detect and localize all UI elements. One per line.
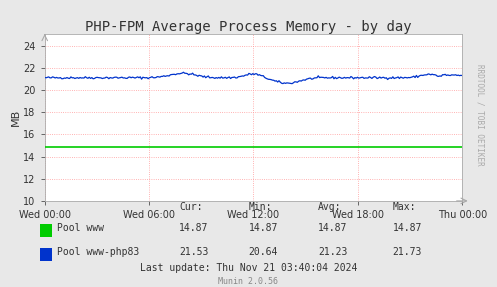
Text: PHP-FPM Average Process Memory - by day: PHP-FPM Average Process Memory - by day xyxy=(85,20,412,34)
Text: Pool www: Pool www xyxy=(57,223,104,233)
Text: Avg:: Avg: xyxy=(318,201,341,212)
Text: RRDTOOL / TOBI OETIKER: RRDTOOL / TOBI OETIKER xyxy=(476,64,485,166)
Text: Max:: Max: xyxy=(393,201,416,212)
Text: 14.87: 14.87 xyxy=(393,223,422,233)
Text: Last update: Thu Nov 21 03:40:04 2024: Last update: Thu Nov 21 03:40:04 2024 xyxy=(140,263,357,273)
Text: 21.73: 21.73 xyxy=(393,247,422,257)
Text: 14.87: 14.87 xyxy=(248,223,278,233)
Text: Munin 2.0.56: Munin 2.0.56 xyxy=(219,277,278,286)
Y-axis label: MB: MB xyxy=(10,109,20,126)
Text: 14.87: 14.87 xyxy=(318,223,347,233)
Text: 14.87: 14.87 xyxy=(179,223,208,233)
Text: Cur:: Cur: xyxy=(179,201,202,212)
Text: Pool www-php83: Pool www-php83 xyxy=(57,247,139,257)
Text: 21.23: 21.23 xyxy=(318,247,347,257)
Text: 21.53: 21.53 xyxy=(179,247,208,257)
Text: Min:: Min: xyxy=(248,201,272,212)
Text: 20.64: 20.64 xyxy=(248,247,278,257)
